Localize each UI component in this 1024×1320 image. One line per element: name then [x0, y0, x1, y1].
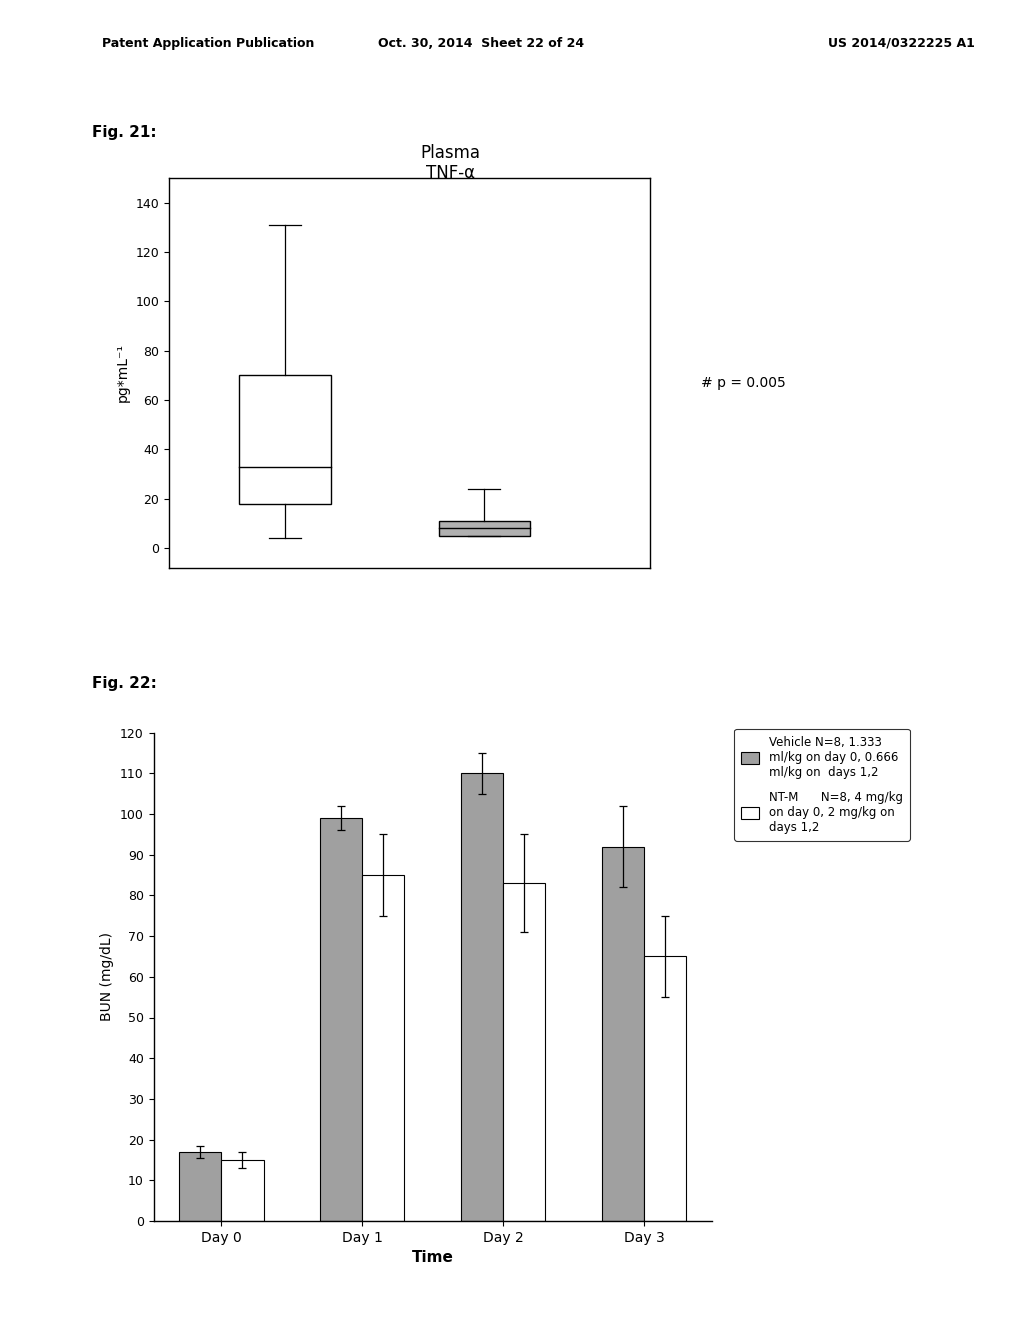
Bar [319, 818, 362, 1221]
X-axis label: Time: Time [412, 1250, 454, 1266]
Text: Oct. 30, 2014  Sheet 22 of 24: Oct. 30, 2014 Sheet 22 of 24 [378, 37, 585, 50]
Text: US 2014/0322225 A1: US 2014/0322225 A1 [827, 37, 975, 50]
Y-axis label: BUN (mg/dL): BUN (mg/dL) [100, 932, 115, 1022]
Bar [503, 883, 546, 1221]
Bar [438, 521, 530, 536]
Text: # p = 0.005: # p = 0.005 [701, 376, 786, 389]
Text: Fig. 22:: Fig. 22: [92, 676, 157, 690]
Text: Plasma: Plasma [421, 144, 480, 162]
Bar [240, 375, 331, 503]
Y-axis label: pg*mL⁻¹: pg*mL⁻¹ [116, 343, 130, 403]
Bar [602, 846, 644, 1221]
Text: Patent Application Publication: Patent Application Publication [102, 37, 314, 50]
Bar [362, 875, 404, 1221]
Bar [179, 1152, 221, 1221]
Legend: Vehicle N=8, 1.333
ml/kg on day 0, 0.666
ml/kg on  days 1,2, NT-M      N=8, 4 mg: Vehicle N=8, 1.333 ml/kg on day 0, 0.666… [734, 729, 909, 841]
Bar [221, 1160, 263, 1221]
Bar [644, 957, 686, 1221]
Text: TNF-α: TNF-α [426, 164, 475, 182]
Text: Fig. 21:: Fig. 21: [92, 125, 157, 140]
Bar [461, 774, 503, 1221]
